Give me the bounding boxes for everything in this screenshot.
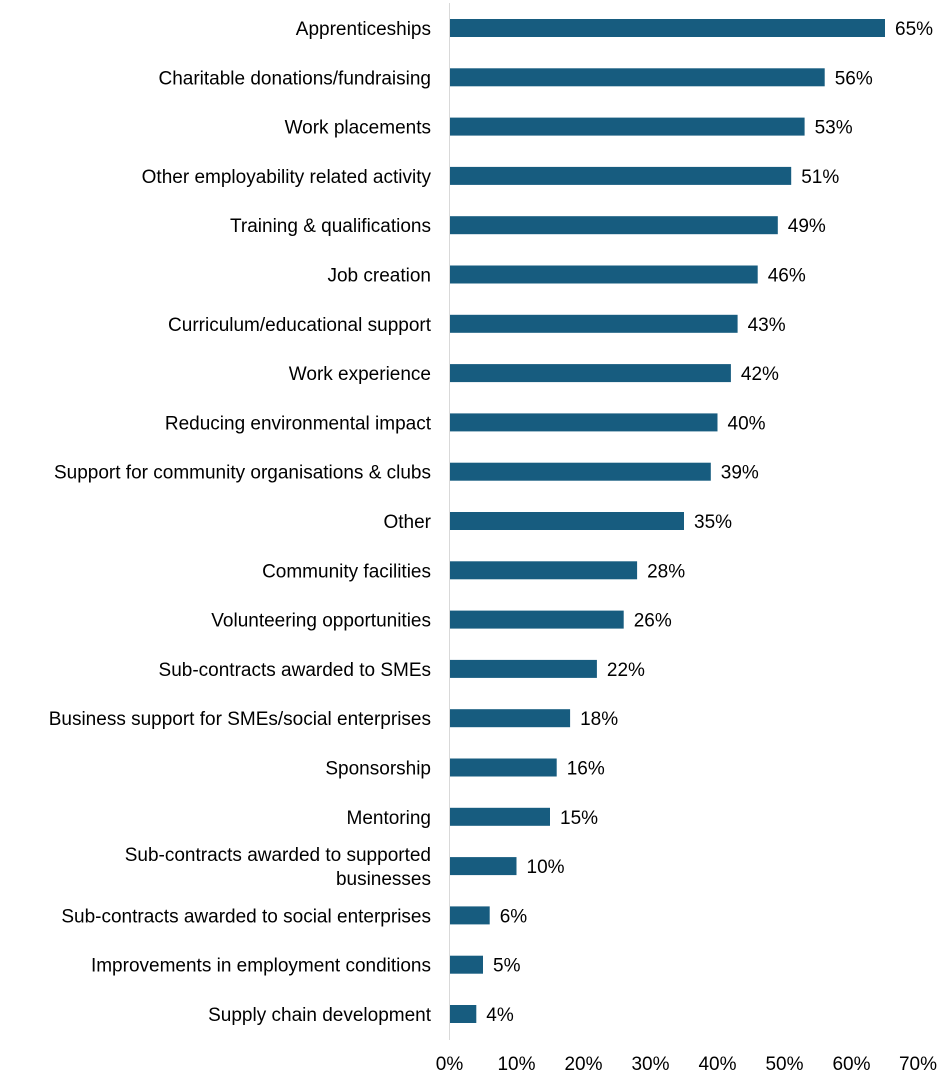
category-label-line: Work experience — [289, 364, 431, 385]
category-labels-group: Apprenticeships Charitable donations/fund… — [49, 19, 432, 1026]
category-label: Supply chain development — [208, 1005, 432, 1026]
category-label: Support for community organisations & cl… — [54, 463, 431, 484]
bar — [449, 314, 738, 333]
category-label-line: Mentoring — [347, 808, 432, 829]
x-axis-group: 0% 10% 20% 30% 40% 50% 60% 70% — [436, 3, 937, 1075]
data-labels-group: 65% 56% 53% 51% 49% 46% 43% 42% 40% 39% 35% 28% 26% 2… — [486, 19, 933, 1026]
bar — [449, 462, 711, 481]
category-label: Sponsorship — [325, 759, 431, 780]
bar — [449, 68, 825, 87]
bar — [449, 216, 778, 235]
data-label: 22% — [607, 660, 645, 681]
x-tick-label: 50% — [765, 1054, 803, 1071]
bar — [449, 413, 718, 432]
x-tick-label: 40% — [698, 1054, 736, 1071]
data-label: 53% — [815, 118, 853, 139]
bar — [449, 610, 624, 629]
bar — [449, 19, 885, 37]
data-label: 10% — [527, 857, 565, 878]
category-label: Other — [383, 512, 431, 533]
data-label: 43% — [748, 315, 786, 336]
category-label-line: Sub-contracts awarded to SMEs — [159, 660, 431, 681]
category-label-line: Supply chain development — [208, 1005, 432, 1026]
category-label: Sub-contracts awarded to social enterpri… — [61, 906, 431, 927]
category-label-line: Improvements in employment conditions — [91, 956, 431, 977]
x-tick-label: 30% — [631, 1054, 669, 1071]
bar — [449, 758, 557, 777]
category-label-line: Curriculum/educational support — [168, 315, 432, 336]
category-label: Charitable donations/fundraising — [158, 68, 431, 89]
x-tick-label: 10% — [497, 1054, 535, 1071]
bar — [449, 364, 731, 383]
category-label: Apprenticeships — [296, 19, 431, 40]
category-label: Work placements — [285, 118, 431, 139]
category-label-line: Charitable donations/fundraising — [158, 68, 431, 89]
bar — [449, 1005, 477, 1023]
bars-group — [449, 19, 885, 1023]
x-tick-label: 60% — [832, 1054, 870, 1071]
category-label: Sub-contracts awarded to supported busine… — [125, 845, 431, 890]
data-label: 15% — [560, 808, 598, 829]
x-tick-label: 70% — [899, 1054, 937, 1071]
x-tick-label: 20% — [564, 1054, 602, 1071]
data-label: 46% — [768, 266, 806, 287]
category-label-line: Sub-contracts awarded to supported — [125, 845, 431, 866]
category-label-line: Reducing environmental impact — [165, 413, 432, 434]
category-label: Curriculum/educational support — [168, 315, 432, 336]
bar — [449, 512, 684, 530]
data-label: 40% — [728, 413, 766, 434]
data-label: 5% — [493, 956, 521, 977]
data-label: 56% — [835, 68, 873, 89]
category-label: Community facilities — [262, 561, 431, 582]
category-label: Reducing environmental impact — [165, 413, 432, 434]
category-label-line: Apprenticeships — [296, 19, 431, 40]
data-label: 35% — [694, 512, 732, 533]
data-label: 18% — [580, 709, 618, 730]
bar — [449, 955, 483, 974]
category-label: Other employability related activity — [142, 167, 432, 188]
data-label: 65% — [895, 19, 933, 40]
x-tick-label: 0% — [436, 1054, 464, 1071]
data-label: 39% — [721, 463, 759, 484]
data-label: 4% — [486, 1005, 514, 1026]
bar — [449, 659, 597, 678]
category-label: Business support for SMEs/social enterpr… — [49, 709, 431, 730]
category-label: Mentoring — [347, 808, 432, 829]
category-label: Training & qualifications — [230, 216, 431, 237]
data-label: 42% — [741, 364, 779, 385]
category-label-line: Sponsorship — [325, 759, 431, 780]
category-label-line: Training & qualifications — [230, 216, 431, 237]
category-label-line: Volunteering opportunities — [211, 611, 431, 632]
category-label: Work experience — [289, 364, 431, 385]
data-label: 51% — [801, 167, 839, 188]
category-label-line: Other employability related activity — [142, 167, 432, 188]
category-label-line: Other — [383, 512, 431, 533]
data-label: 16% — [567, 759, 605, 780]
bar — [449, 265, 758, 284]
bar — [449, 906, 490, 925]
bar — [449, 857, 517, 876]
data-label: 6% — [500, 906, 528, 927]
category-label-line: Sub-contracts awarded to social enterpri… — [61, 906, 431, 927]
category-label-line: Job creation — [327, 266, 431, 287]
data-label: 26% — [634, 611, 672, 632]
category-label: Sub-contracts awarded to SMEs — [159, 660, 431, 681]
category-label-line: businesses — [336, 869, 431, 890]
category-label-line: Community facilities — [262, 561, 431, 582]
data-label: 49% — [788, 216, 826, 237]
category-label: Improvements in employment conditions — [91, 956, 431, 977]
category-label-line: Business support for SMEs/social enterpr… — [49, 709, 431, 730]
category-label-line: Work placements — [285, 118, 431, 139]
bar — [449, 561, 638, 580]
bar — [449, 807, 550, 826]
category-label-line: Support for community organisations & cl… — [54, 463, 431, 484]
category-label: Volunteering opportunities — [211, 611, 431, 632]
category-label: Job creation — [327, 266, 431, 287]
data-label: 28% — [647, 561, 685, 582]
bar — [449, 117, 805, 136]
bar — [449, 709, 571, 728]
bar — [449, 166, 792, 185]
